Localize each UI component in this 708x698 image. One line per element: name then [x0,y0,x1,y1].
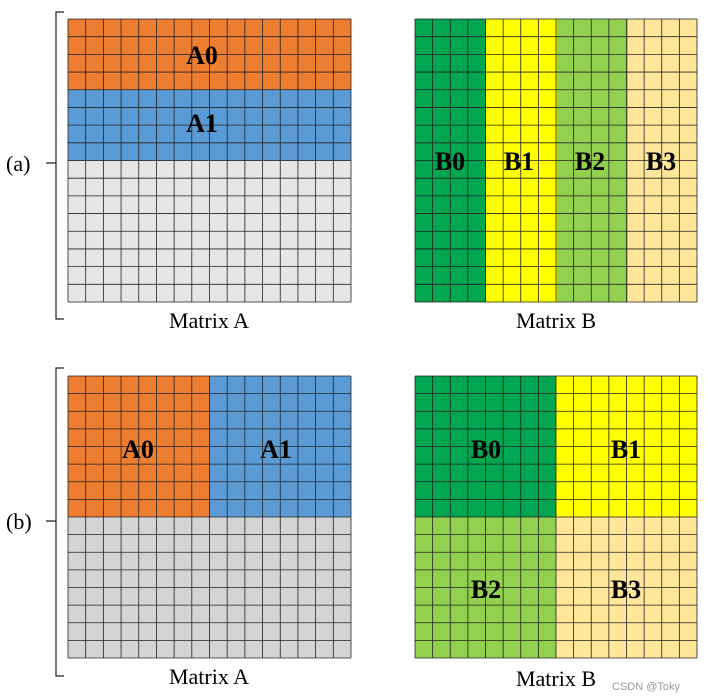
row-b-matrix-b-label-b3: B3 [611,575,641,604]
row-a: (a) A0 A1 Matrix A B0 B1 B2 B3 Matrix B [6,11,698,333]
row-b-matrix-b: B0 B1 B2 B3 [414,375,698,659]
row-a-matrix-a: A0 A1 [67,18,352,303]
row-b-matrix-b-caption: Matrix B [516,666,596,691]
row-a-matrix-b-caption: Matrix B [516,308,596,333]
row-a-label: (a) [6,151,30,176]
row-a-matrix-a-grid [67,18,352,303]
row-b-matrix-b-label-b0: B0 [471,435,501,464]
row-b-matrix-b-grid [414,375,698,659]
row-b-matrix-b-label-b2: B2 [471,575,501,604]
row-a-matrix-b-grid [414,18,698,303]
row-a-matrix-a-label-a1: A1 [186,109,218,138]
row-a-matrix-b-label-b2: B2 [575,147,605,176]
row-a-matrix-a-label-a0: A0 [186,41,218,70]
row-b-matrix-a: A0 A1 [67,375,352,659]
row-b-matrix-b-label-b1: B1 [611,435,641,464]
row-b: (b) A0 A1 Matrix A B0 B1 B2 B3 Matrix B [6,367,698,691]
row-b-matrix-a-label-a0: A0 [122,435,154,464]
row-a-matrix-b-label-b3: B3 [646,147,676,176]
row-b-matrix-a-caption: Matrix A [169,664,249,689]
row-a-matrix-b-label-b0: B0 [435,147,465,176]
row-b-bracket [46,367,64,677]
row-a-matrix-a-caption: Matrix A [169,308,249,333]
row-b-label: (b) [6,509,32,534]
row-a-bracket [46,11,64,320]
row-a-matrix-b-label-b1: B1 [504,147,534,176]
row-b-matrix-a-label-a1: A1 [260,435,292,464]
watermark-text: CSDN @Toky [612,681,681,693]
row-a-matrix-b: B0 B1 B2 B3 [414,18,698,303]
row-b-matrix-a-grid [67,375,352,659]
